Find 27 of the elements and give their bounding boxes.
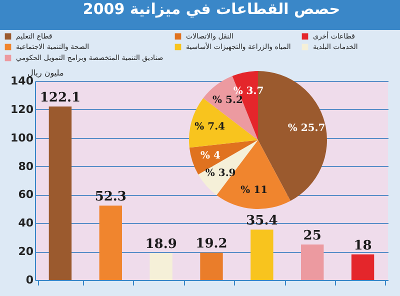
y-tick-label: 80 — [18, 160, 34, 173]
bar — [150, 253, 172, 280]
data-label: % 7.4 — [194, 122, 226, 133]
y-axis-title: مليون ريال — [28, 68, 64, 78]
data-label: % 4 — [200, 150, 220, 162]
bar — [351, 254, 374, 280]
y-tick-label: 40 — [18, 216, 34, 230]
bar — [99, 206, 122, 280]
bar — [301, 244, 324, 280]
data-label: % 25.7 — [288, 122, 326, 134]
pie-slice — [189, 140, 258, 174]
y-tick-label: 100 — [10, 131, 34, 144]
data-label: 18.9 — [145, 237, 177, 252]
y-tick-label: 60 — [18, 188, 34, 202]
data-label: 19.2 — [196, 236, 228, 252]
data-label: % 5.2 — [212, 95, 243, 106]
bar — [200, 252, 223, 280]
data-label: 25 — [303, 228, 322, 244]
bar — [250, 230, 274, 280]
y-tick-label: 20 — [18, 245, 34, 258]
data-label: % 11 — [240, 184, 268, 196]
y-tick-label: 120 — [10, 102, 34, 116]
chart-title: حصص القطاعات في ميزانية 2009 — [82, 0, 340, 18]
bar — [48, 106, 72, 280]
data-label: 122.1 — [40, 90, 81, 106]
y-tick-label: 0 — [26, 274, 34, 286]
data-label: 18 — [354, 238, 372, 254]
